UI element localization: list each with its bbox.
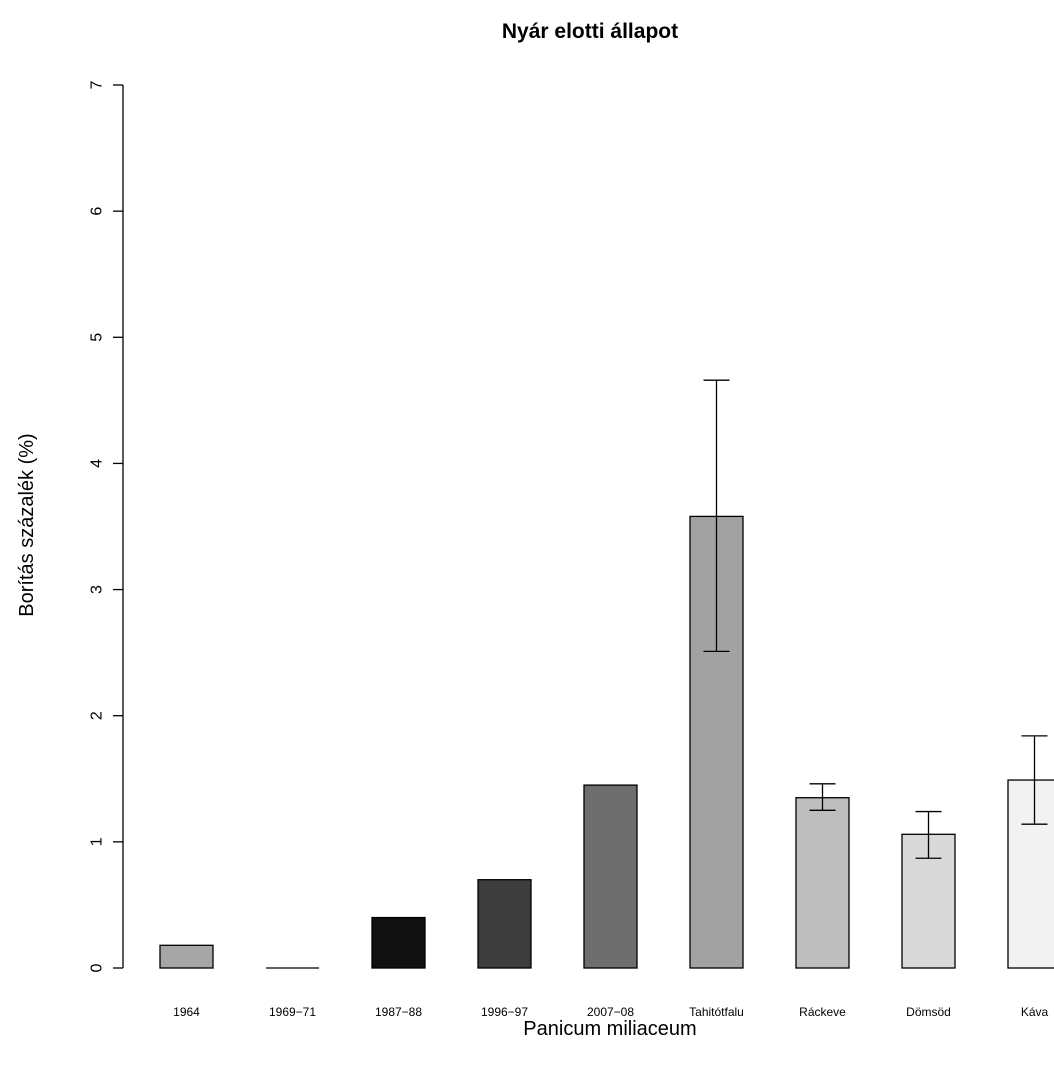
x-tick-label: 1987−88 [375,1005,422,1019]
y-tick-label: 1 [89,837,106,846]
error-bars [703,379,1048,859]
x-tick-labels: 1964 1969−71 1987−88 1996−97 2007−08 Tahitótf… [173,1005,1048,1019]
y-tick-label: 7 [89,80,106,89]
x-tick-label: Tahitótfalu [689,1005,744,1019]
bar [371,916,426,969]
y-tick-label: 4 [89,459,106,468]
chart-title: Nyár elotti állapot [502,20,678,43]
bar [795,797,850,969]
x-tick-label: Káva [1021,1005,1049,1019]
bar [159,944,214,969]
y-tick-label: 0 [89,963,106,972]
x-tick-label: 2007−08 [587,1005,634,1019]
y-tick-label: 5 [89,333,106,342]
y-tick-label: 3 [89,585,106,594]
bar [477,879,532,969]
bars [159,515,1054,969]
bar [1007,779,1054,969]
x-tick-label: 1969−71 [269,1005,316,1019]
y-tick-label: 2 [89,711,106,720]
y-tick-label: 6 [89,207,106,216]
x-tick-label: Dömsöd [906,1005,951,1019]
bar [583,784,638,969]
x-tick-label: 1964 [173,1005,200,1019]
x-tick-label: 1996−97 [481,1005,528,1019]
x-tick-label: Ráckeve [799,1005,846,1019]
y-axis-label: Borítás százalék (%) [16,433,38,616]
y-axis: 0 1 2 3 4 5 6 7 [89,80,124,972]
x-axis-label: Panicum miliaceum [523,1018,696,1040]
